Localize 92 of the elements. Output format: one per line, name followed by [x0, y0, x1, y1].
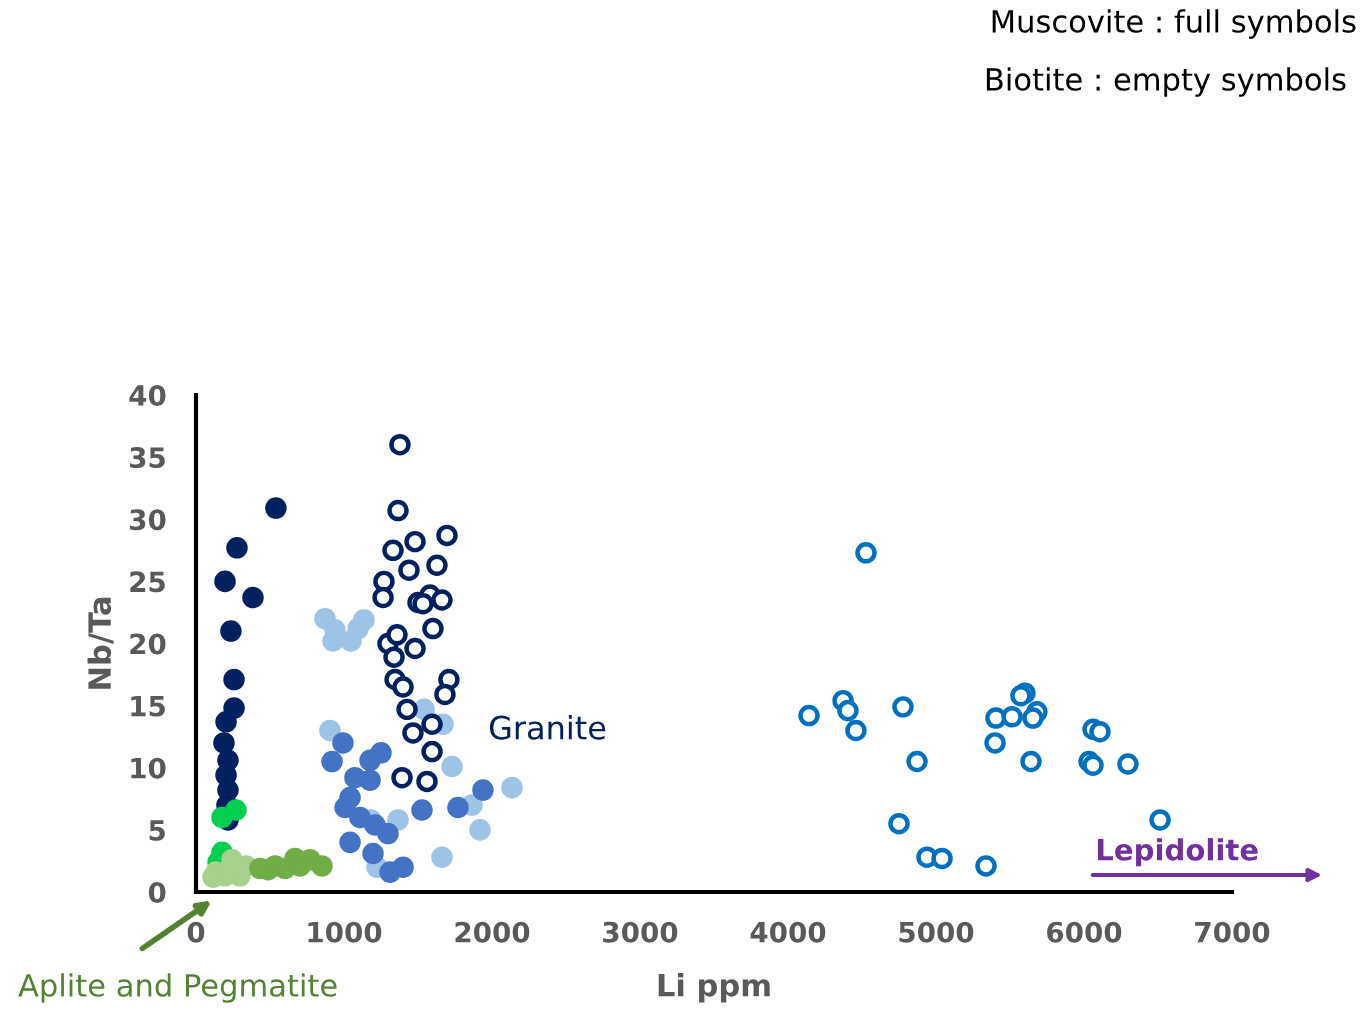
point: [214, 570, 236, 593]
point: [402, 722, 424, 744]
x-tick-label: 0: [187, 921, 205, 943]
annotation: Lepidolite: [1097, 838, 1258, 867]
point: [855, 542, 877, 564]
point: [431, 589, 453, 611]
point: [387, 809, 409, 831]
point: [1001, 706, 1023, 728]
point: [215, 711, 237, 733]
x-tick-label: 6000: [1047, 921, 1122, 943]
text: Aplite and Pegmatite: [18, 973, 337, 1003]
y-tick-label: 20: [130, 633, 166, 655]
y-tick-label: 40: [129, 384, 166, 406]
point: [421, 713, 443, 735]
point: [377, 822, 399, 845]
point: [226, 537, 248, 559]
point: [372, 586, 394, 609]
point: [359, 749, 381, 772]
y-tick-label: 5: [149, 820, 165, 841]
point: [472, 779, 494, 801]
x-tick-label: 5000: [899, 921, 974, 943]
point: [319, 719, 341, 742]
point: [416, 770, 438, 793]
point: [1149, 809, 1171, 831]
point: [501, 776, 523, 799]
point: [387, 499, 409, 522]
point: [906, 750, 928, 773]
annotation: Granite: [489, 715, 606, 740]
point: [389, 433, 411, 456]
point: [431, 846, 453, 868]
point: [447, 796, 469, 819]
point: [392, 676, 414, 698]
point: [412, 593, 434, 615]
point: [220, 620, 242, 642]
point: [221, 848, 243, 871]
y-tick-label: 10: [131, 757, 166, 779]
point: [347, 617, 369, 640]
point: [359, 769, 381, 791]
point: [436, 524, 458, 547]
point: [382, 539, 404, 562]
x-tick-label: 1000: [308, 921, 382, 943]
point: [888, 812, 910, 835]
point: [321, 750, 343, 773]
point: [1117, 753, 1139, 775]
point: [392, 856, 414, 878]
point: [1022, 707, 1044, 729]
x-tick-label: 4000: [750, 921, 826, 943]
point: [975, 855, 997, 877]
point: [892, 696, 914, 718]
point: [931, 847, 953, 870]
y-tick-label: 0: [148, 881, 166, 903]
point: [396, 698, 418, 721]
point: [242, 586, 264, 609]
x-axis-title: Li ppm: [658, 973, 770, 1003]
point: [426, 554, 448, 576]
y-tick-label: 15: [131, 695, 165, 717]
point: [984, 732, 1006, 754]
point: [1020, 750, 1042, 773]
point: [362, 842, 384, 865]
point: [422, 617, 444, 640]
point: [383, 646, 405, 668]
text: Biotite : empty symbols: [986, 67, 1346, 97]
y-axis-title: Nb/Ta: [87, 597, 114, 689]
text: Muscovite : full symbols: [992, 9, 1356, 39]
point: [441, 755, 463, 778]
point: [334, 796, 356, 819]
point: [265, 497, 287, 519]
point: [398, 559, 420, 581]
x-tick-label: 3000: [603, 921, 678, 943]
point: [211, 806, 233, 829]
point: [391, 766, 413, 789]
point: [845, 719, 867, 742]
point: [404, 530, 426, 553]
point: [1089, 720, 1111, 743]
x-tick-label: 7000: [1195, 921, 1270, 943]
point: [311, 855, 333, 877]
point: [421, 740, 443, 763]
y-tick-label: 25: [130, 571, 165, 593]
point: [223, 668, 245, 691]
point: [469, 819, 491, 841]
y-tick-label: 30: [130, 509, 166, 531]
point: [798, 704, 820, 727]
point: [332, 732, 354, 754]
point: [404, 637, 426, 660]
point: [411, 799, 433, 821]
x-tick-label: 2000: [455, 921, 530, 943]
point: [386, 624, 408, 646]
point: [339, 831, 361, 854]
point: [213, 732, 235, 754]
y-tick-label: 35: [130, 447, 165, 469]
point: [837, 699, 859, 722]
point: [434, 683, 456, 706]
